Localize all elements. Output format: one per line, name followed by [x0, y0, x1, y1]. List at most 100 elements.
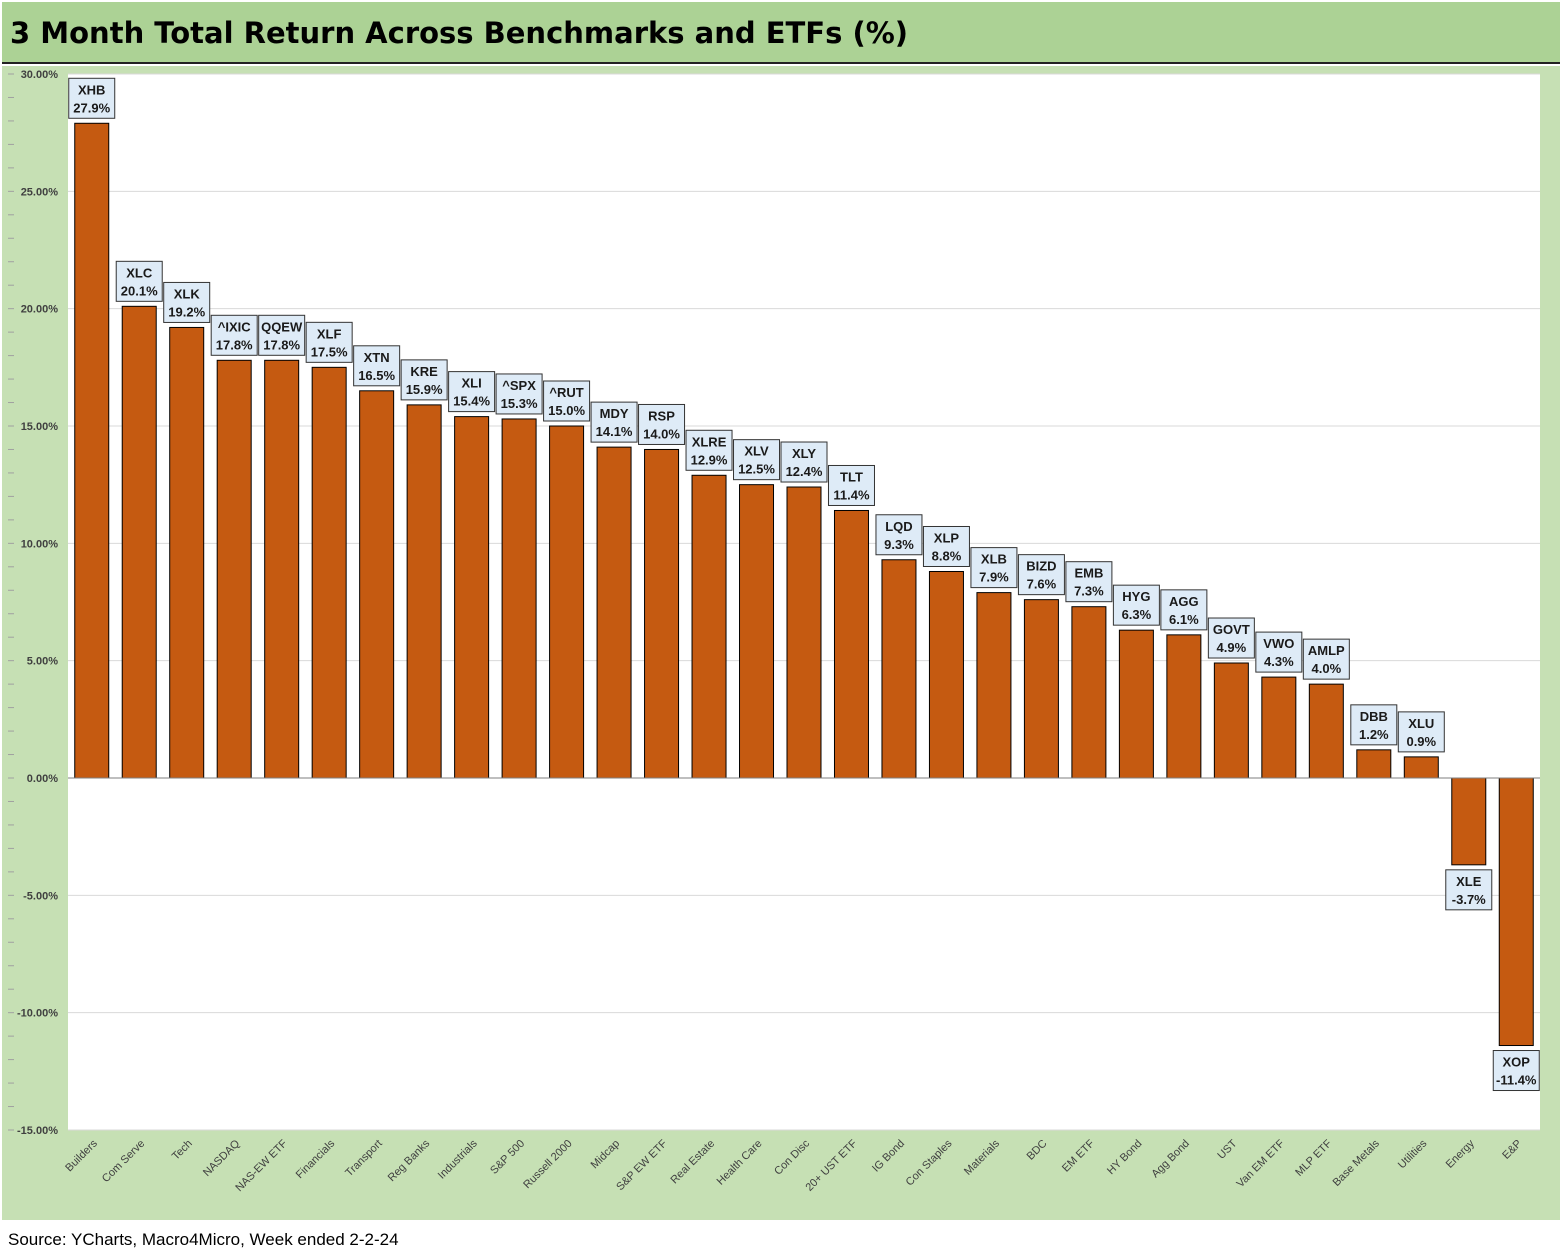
x-tick-label: BDC [1025, 1138, 1050, 1163]
bar [1071, 606, 1107, 779]
data-label-ticker: GOVT [1213, 622, 1250, 637]
data-label-ticker: XLC [126, 265, 153, 280]
data-label-box [210, 314, 258, 356]
y-tick-label: -5.00% [23, 890, 58, 902]
data-label-box [1160, 589, 1208, 631]
data-label-ticker: XTN [364, 350, 390, 365]
bar [739, 484, 775, 779]
data-label-ticker: XLF [317, 326, 342, 341]
data-label-box [1302, 638, 1350, 680]
bar [406, 404, 442, 779]
data-label-value: 6.3% [1122, 607, 1152, 622]
y-tick-label: -10.00% [17, 1008, 58, 1020]
x-tick-label: HY Bond [1105, 1138, 1144, 1177]
x-tick-label: Com Serve [100, 1138, 147, 1185]
data-label-ticker: VWO [1263, 636, 1294, 651]
data-label-ticker: EMB [1074, 566, 1103, 581]
x-tick-label: Agg Bond [1149, 1138, 1192, 1181]
x-tick-label: Russell 2000 [521, 1138, 574, 1191]
data-label-value: 4.0% [1312, 661, 1342, 676]
data-label-box [1397, 711, 1445, 753]
data-label-box [68, 77, 116, 119]
data-label-value: 15.0% [548, 403, 585, 418]
y-tick-label: 20.00% [21, 304, 59, 316]
x-tick-label: MLP ETF [1293, 1137, 1334, 1178]
chart-area: 30.00% 25.00% 20.00% 15.00% 10.00% 5.00% 0.00%… [2, 66, 1560, 1220]
data-label-value: 16.5% [358, 368, 395, 383]
data-label-ticker: TLT [840, 469, 863, 484]
data-label-value: 9.3% [884, 537, 914, 552]
bar [1261, 676, 1297, 779]
data-label-ticker: XLV [744, 444, 769, 459]
data-label-value: 20.1% [121, 283, 158, 298]
x-tick-label: Health Care [715, 1138, 765, 1188]
x-tick-label: S&P EW ETF [614, 1137, 670, 1193]
data-label-ticker: XLU [1408, 716, 1434, 731]
data-label-value: 17.8% [263, 337, 300, 352]
data-label-box [1255, 631, 1303, 673]
data-label-box [685, 429, 733, 471]
bar [1166, 634, 1202, 779]
data-label-value: 17.5% [311, 344, 348, 359]
data-label-box [875, 514, 923, 556]
data-label-ticker: KRE [410, 364, 438, 379]
data-label-ticker: ^IXIC [218, 319, 251, 334]
data-label-value: -11.4% [1496, 1073, 1537, 1088]
bar [881, 559, 917, 779]
x-tick-label: S&P 500 [488, 1138, 527, 1177]
data-label-box [1065, 561, 1113, 603]
bar [501, 418, 537, 779]
data-label-value: 8.8% [932, 548, 962, 563]
data-label-box [1017, 554, 1065, 596]
y-tick-label: -15.00% [17, 1125, 58, 1137]
data-label-box [590, 401, 638, 443]
data-label-ticker: LQD [885, 519, 912, 534]
data-label-ticker: XLRE [692, 434, 727, 449]
data-label-ticker: XHB [78, 82, 105, 97]
data-label-ticker: XLP [934, 530, 960, 545]
bar [1498, 777, 1534, 1047]
chart-title: 3 Month Total Return Across Benchmarks a… [10, 16, 909, 50]
y-tick-label: 10.00% [21, 538, 59, 550]
data-label-value: 0.9% [1406, 734, 1436, 749]
data-label-value: 4.3% [1264, 654, 1294, 669]
data-label-value: 12.5% [738, 462, 775, 477]
data-label-value: 12.4% [786, 464, 823, 479]
x-tick-label: Midcap [589, 1138, 623, 1172]
x-tick-label: EM ETF [1060, 1137, 1097, 1174]
x-tick-label: Builders [63, 1137, 100, 1174]
y-tick-label: 30.00% [21, 69, 59, 81]
data-label-box [638, 403, 686, 445]
data-label-value: 27.9% [73, 100, 110, 115]
data-label-value: -3.7% [1452, 892, 1486, 907]
bar [1451, 777, 1487, 866]
x-tick-label: Tech [170, 1138, 195, 1163]
x-tick-label: Transport [343, 1138, 384, 1179]
data-label-box [448, 371, 496, 413]
data-label-value: 11.4% [833, 487, 870, 502]
data-label-value: 19.2% [168, 304, 205, 319]
x-tick-label: Con Disc [772, 1137, 812, 1177]
data-label-ticker: AGG [1169, 594, 1199, 609]
bar [596, 446, 632, 779]
bar [644, 448, 680, 779]
data-label-box [1492, 1050, 1540, 1092]
data-label-box [400, 359, 448, 401]
x-tick-label: 20+ UST ETF [803, 1137, 859, 1193]
data-label-ticker: XLK [174, 286, 201, 301]
data-label-box [163, 281, 211, 323]
data-label-ticker: AMLP [1308, 643, 1345, 658]
x-tick-label: Reg Banks [386, 1137, 433, 1184]
data-label-box [115, 260, 163, 302]
data-label-value: 6.1% [1169, 612, 1199, 627]
data-label-box [353, 345, 401, 387]
x-tick-label: NASDAQ [201, 1137, 243, 1179]
bar [121, 305, 157, 779]
bar [1403, 756, 1439, 779]
data-label-ticker: XLI [461, 376, 481, 391]
bar [928, 570, 964, 779]
y-tick-label: 15.00% [21, 421, 59, 433]
data-label-box [1207, 617, 1255, 659]
data-label-box [922, 525, 970, 567]
data-label-ticker: XLB [981, 552, 1007, 567]
